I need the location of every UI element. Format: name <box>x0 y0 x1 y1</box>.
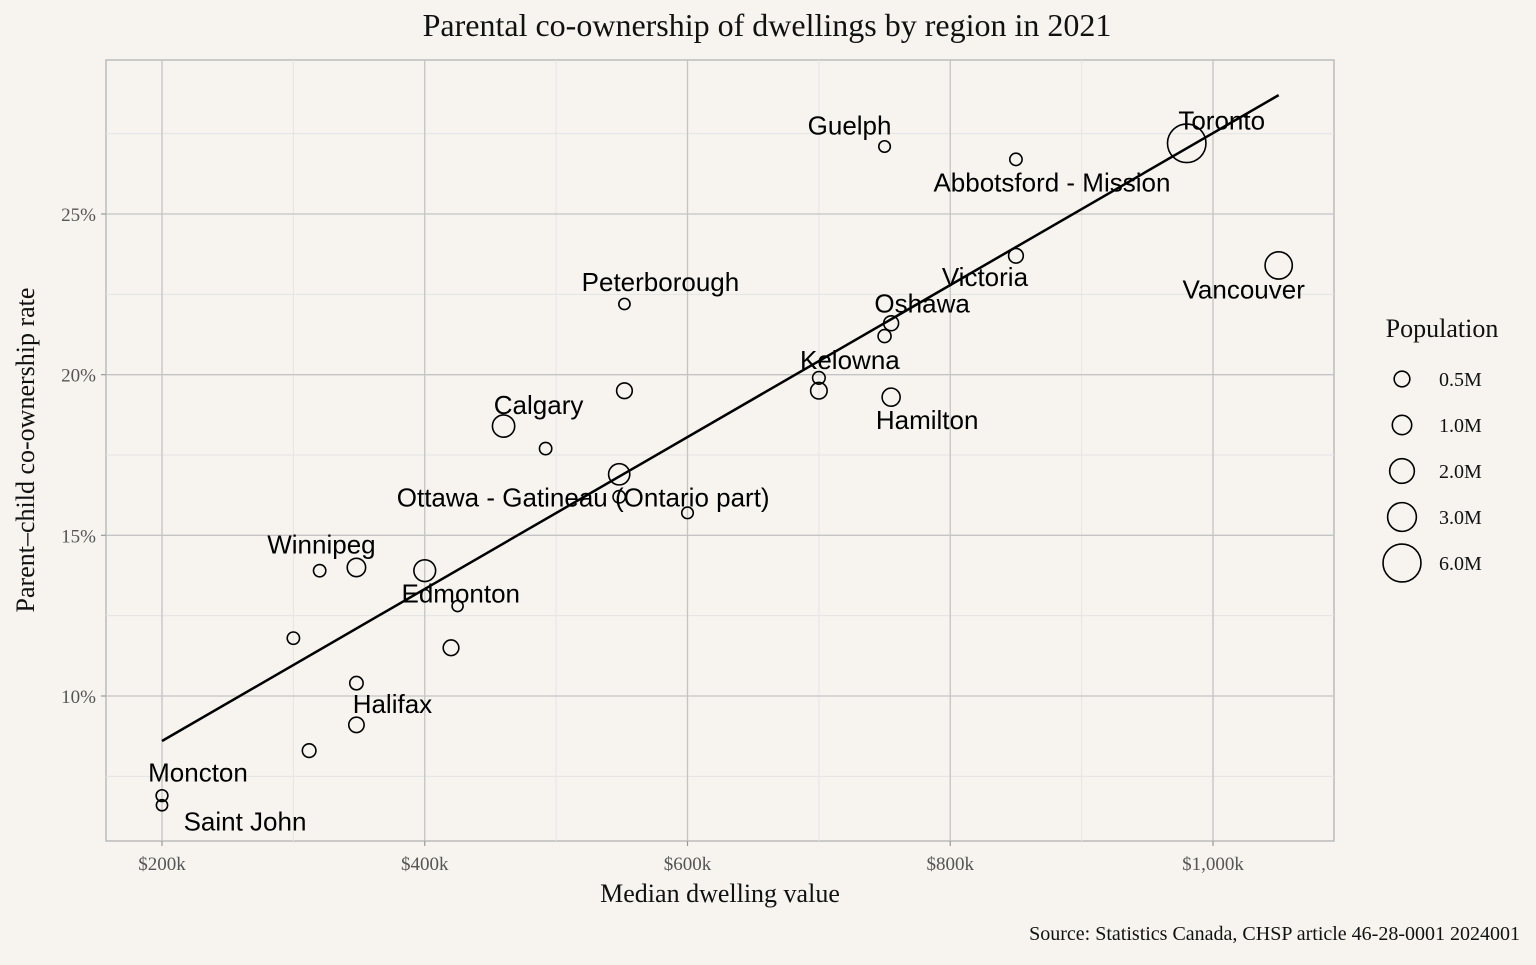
data-points <box>155 123 1294 812</box>
point-label: Peterborough <box>582 267 740 297</box>
data-point <box>1007 247 1025 264</box>
major-grid <box>106 60 1334 841</box>
point-label: Edmonton <box>401 579 520 609</box>
data-point <box>347 716 365 734</box>
x-tick-label: $400k <box>401 854 449 875</box>
legend-label: 2.0M <box>1439 461 1482 483</box>
data-point <box>1264 250 1294 280</box>
y-axis-title: Parent–child co-ownership rate <box>11 288 40 613</box>
data-point <box>312 563 327 578</box>
data-point <box>491 414 516 439</box>
source-note: Source: Statistics Canada, CHSP article … <box>1029 923 1520 945</box>
data-point <box>286 631 301 646</box>
legend: Population 0.5M 1.0M 2.0M 3.0M 6.0M <box>1382 314 1499 583</box>
point-label: Calgary <box>494 390 584 420</box>
legend-key <box>1382 543 1422 583</box>
data-point <box>155 798 169 812</box>
data-point <box>1166 123 1207 164</box>
data-point <box>811 370 826 385</box>
chart-title: Parental co-ownership of dwellings by re… <box>423 7 1112 43</box>
legend-label: 1.0M <box>1439 415 1482 437</box>
point-label: Kelowna <box>800 345 900 375</box>
point-label: Halifax <box>353 689 432 719</box>
point-label: Toronto <box>1178 105 1265 135</box>
point-label: Oshawa <box>874 288 970 318</box>
data-point <box>301 743 317 759</box>
data-point <box>882 315 900 332</box>
legend-label: 6.0M <box>1439 553 1482 575</box>
x-axis-ticks: $200k $400k $600k $800k $1,000k <box>138 841 1244 875</box>
data-point <box>538 441 553 456</box>
data-point <box>155 788 169 803</box>
point-label: Abbotsford - Mission <box>933 167 1170 197</box>
data-point <box>612 489 627 504</box>
point-label: Moncton <box>148 758 248 788</box>
legend-key <box>1388 457 1416 485</box>
x-tick-label: $200k <box>138 854 186 875</box>
point-label: Saint John <box>184 806 307 836</box>
point-label: Hamilton <box>876 405 979 435</box>
y-tick-label: 20% <box>61 366 96 387</box>
y-tick-label: 25% <box>61 205 96 226</box>
data-point <box>615 382 634 400</box>
y-tick-label: 15% <box>61 526 96 547</box>
data-point <box>607 462 631 486</box>
data-point <box>451 599 464 613</box>
point-labels: Toronto Vancouver Guelph Abbotsford - Missi… <box>148 105 1305 836</box>
data-point <box>1008 152 1023 167</box>
data-point <box>680 506 695 520</box>
legend-label: 3.0M <box>1439 507 1482 529</box>
x-tick-label: $800k <box>927 854 975 875</box>
data-point <box>881 387 901 407</box>
trend-line-group <box>161 94 1280 743</box>
point-label: Winnipeg <box>267 529 375 559</box>
data-point <box>413 559 437 583</box>
trend-line <box>161 94 1280 743</box>
legend-key <box>1393 370 1411 388</box>
legend-title: Population <box>1386 314 1499 343</box>
x-tick-label: $600k <box>664 854 712 875</box>
data-point <box>618 297 631 311</box>
y-axis-ticks: 10% 15% 20% 25% <box>61 205 106 708</box>
plot-panel <box>105 59 1335 842</box>
data-point <box>809 381 828 400</box>
data-point <box>442 639 460 657</box>
y-tick-label: 10% <box>61 687 96 708</box>
data-point <box>877 328 892 344</box>
legend-key <box>1391 414 1413 436</box>
data-point <box>877 139 892 154</box>
point-label: Guelph <box>808 111 892 141</box>
legend-label: 0.5M <box>1439 369 1482 391</box>
minor-grid <box>106 60 1334 841</box>
point-label: Ottawa - Gatineau (Ontario part) <box>397 482 770 512</box>
x-tick-label: $1,000k <box>1182 854 1244 875</box>
data-point <box>346 557 367 578</box>
point-label: Victoria <box>942 262 1029 292</box>
data-point <box>348 675 364 691</box>
point-label: Vancouver <box>1183 274 1306 304</box>
legend-key <box>1386 501 1418 533</box>
x-axis-title: Median dwelling value <box>600 879 840 908</box>
